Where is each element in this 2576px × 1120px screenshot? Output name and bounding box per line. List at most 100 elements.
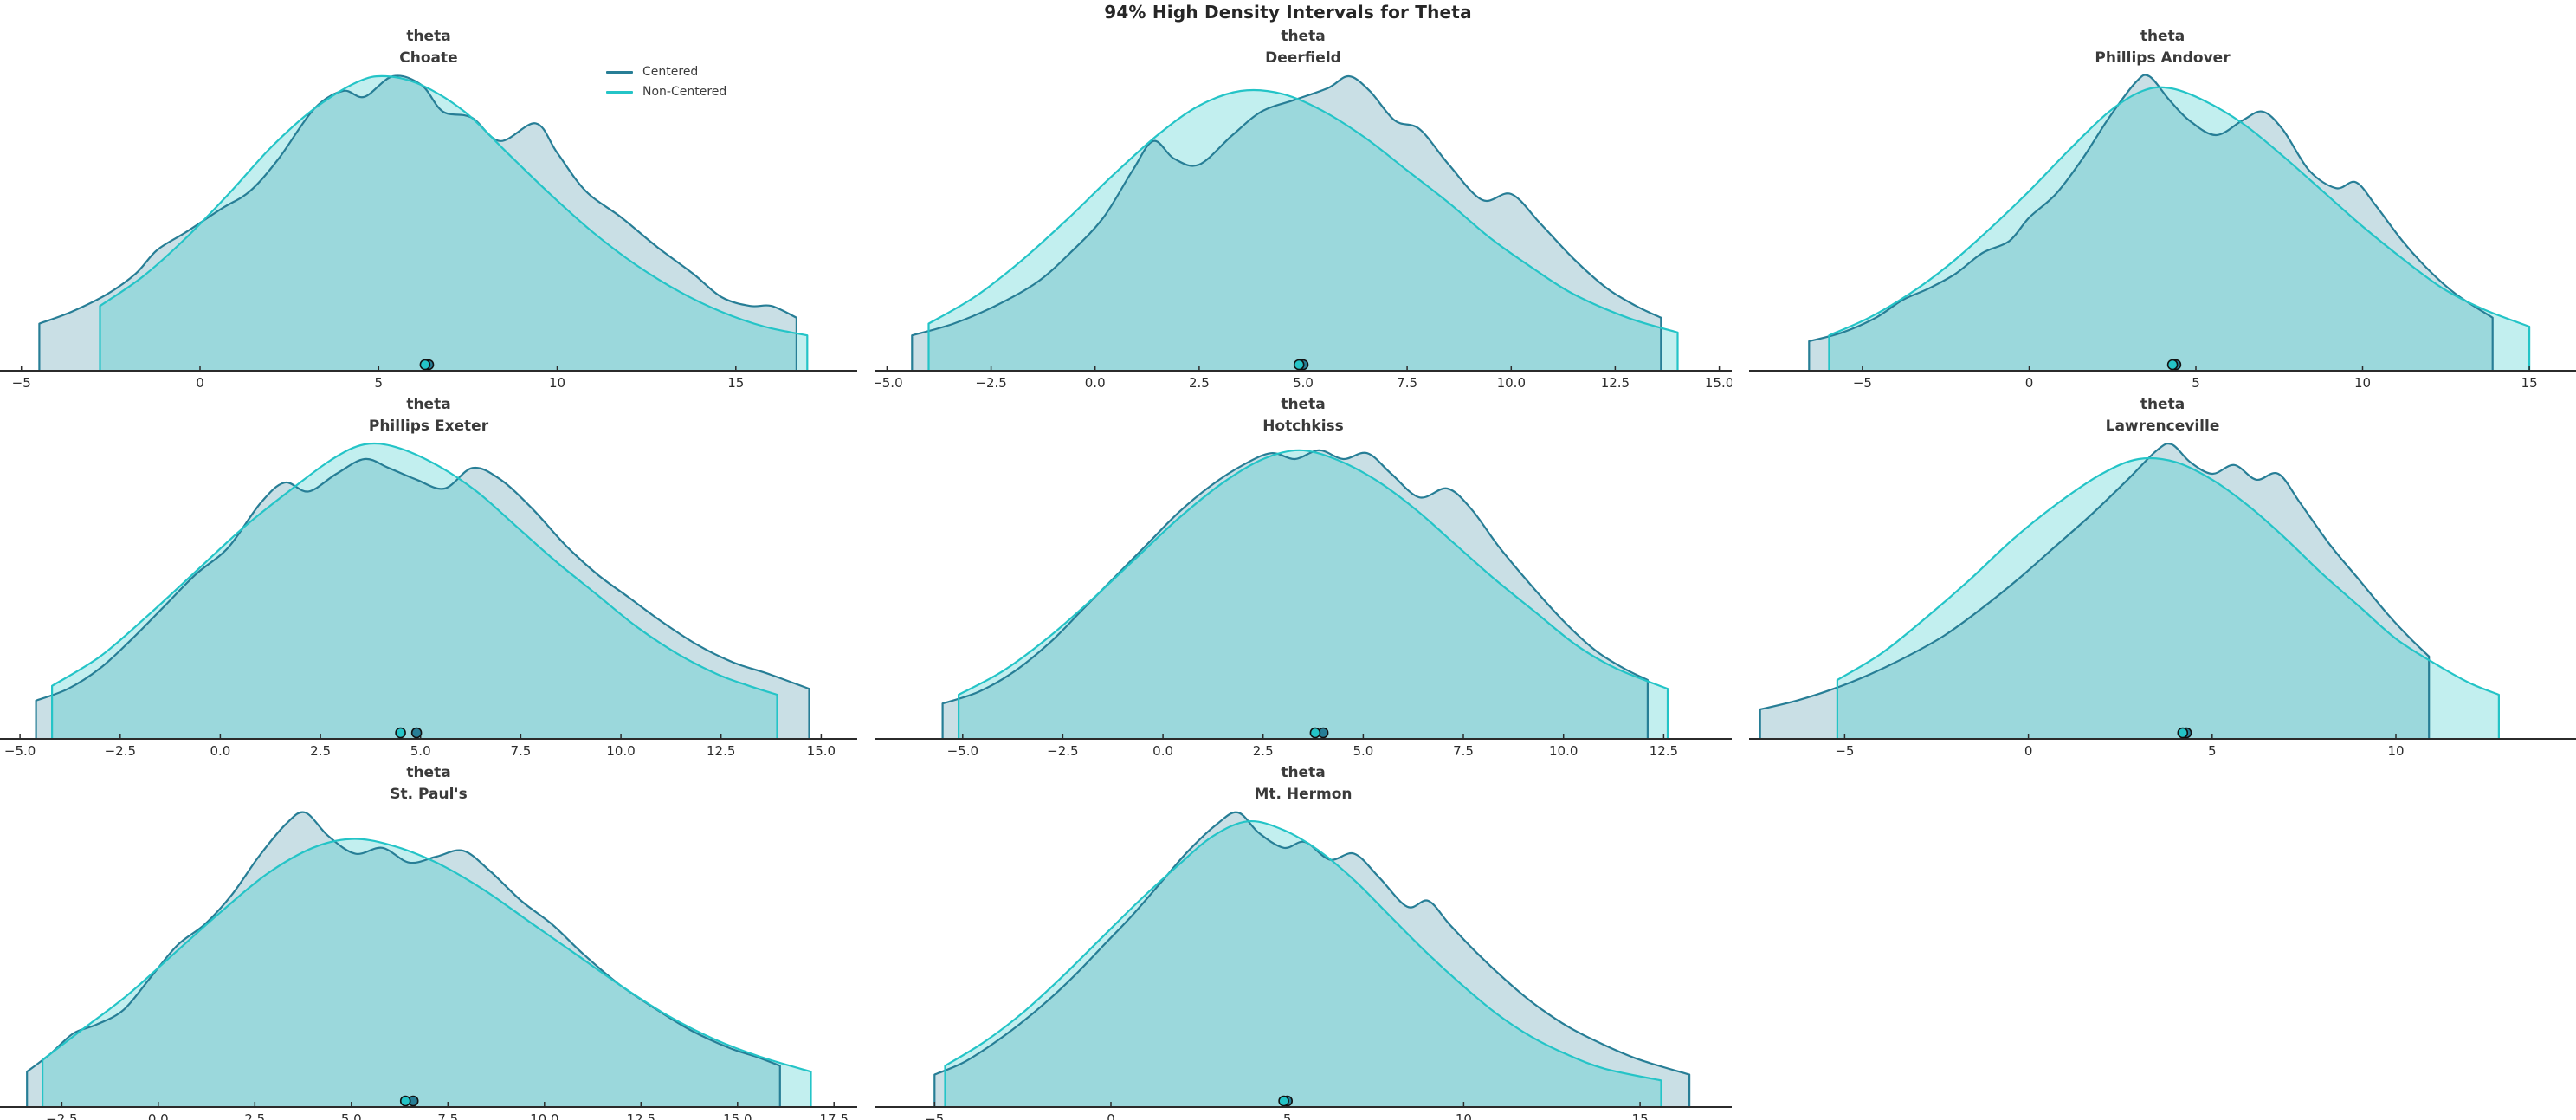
subplot-canvas: −5 0 5 10 15 (0, 74, 857, 391)
subplot-title-school: St. Paul's (390, 785, 468, 803)
subplot-title-var: theta (1281, 396, 1326, 413)
x-axis-tick-label: 15 (2521, 375, 2538, 391)
x-axis-tick-label: −5 (925, 1111, 944, 1120)
x-axis-tick-label: 2.5 (1189, 375, 1210, 391)
density-line-centered (941, 449, 1649, 739)
x-axis-tick-label: −5 (12, 375, 31, 391)
x-axis-tick-label: 12.5 (1650, 743, 1678, 759)
x-axis-tick-label: 0.0 (1152, 743, 1173, 759)
density-line-non-centered (927, 88, 1679, 371)
x-axis-tick-label: −2.5 (46, 1111, 77, 1120)
density-fill-non-centered (945, 821, 1662, 1107)
x-axis-tick-label: 7.5 (1453, 743, 1474, 759)
x-axis-tick-label: 0.0 (210, 743, 230, 759)
subplot-title-school: Deerfield (1265, 49, 1341, 67)
subplot-canvas: −5 0 5 10 (1749, 443, 2576, 759)
density-line-centered (1759, 443, 2431, 739)
x-axis-tick-label: 7.5 (510, 743, 531, 759)
subplot-title-school: Lawrenceville (2105, 417, 2220, 435)
subplot-title-var: theta (2140, 28, 2185, 45)
x-axis-tick-label: 5 (2192, 375, 2200, 391)
x-axis-tick-label: 2.5 (244, 1111, 265, 1120)
density-fill-non-centered (959, 450, 1668, 739)
x-axis-tick-label: 0 (2024, 743, 2033, 759)
point-estimate-non-centered (1293, 359, 1305, 371)
x-axis-tick-label: 5.0 (410, 743, 431, 759)
density-subplot-hotchkiss: theta Hotchkiss −5.0 −2.5 0.0 2.5 5.0 7.5 10.0 12… (875, 394, 1732, 762)
x-axis-tick-label: 10 (2387, 743, 2404, 759)
x-axis-tick-label: −2.5 (975, 375, 1006, 391)
x-axis-tick-label: 10 (2354, 375, 2371, 391)
x-axis-tick-label: 15 (727, 375, 744, 391)
x-axis-tick-label: 12.5 (707, 743, 735, 759)
x-axis-tick-label: 10 (1456, 1111, 1472, 1120)
density-subplot-deerfield: theta Deerfield −5.0 −2.5 0.0 2.5 5.0 7.5 10.0 12… (875, 26, 1732, 394)
density-line-non-centered (944, 819, 1662, 1107)
point-estimate-non-centered (395, 727, 406, 739)
subplot-title-var: theta (406, 396, 451, 413)
density-fill-non-centered (42, 838, 811, 1107)
density-line-non-centered (1836, 456, 2500, 739)
subplot-title: theta Deerfield (875, 26, 1732, 68)
x-axis-tick-label: 15 (1632, 1111, 1649, 1120)
density-line-non-centered (42, 838, 812, 1107)
density-line-non-centered (99, 74, 809, 371)
subplot-canvas: −5 0 5 10 15 (1749, 74, 2576, 391)
subplot-title-var: theta (2140, 396, 2185, 413)
x-axis-tick-label: 0.0 (148, 1111, 169, 1120)
point-estimate-centered (410, 727, 423, 739)
legend-entry-centered: Centered (606, 66, 726, 78)
density-line-non-centered (1828, 86, 2531, 371)
density-subplot-mt-hermon: theta Mt. Hermon −5 0 5 10 15 (875, 762, 1732, 1120)
x-axis-tick-label: 0 (196, 375, 204, 391)
x-axis-tick-label: 12.5 (627, 1111, 655, 1120)
point-estimate-non-centered (1278, 1095, 1289, 1107)
x-axis-tick-label: 10.0 (1497, 375, 1526, 391)
point-estimate-non-centered (1309, 727, 1321, 739)
x-axis-tick-label: 0.0 (1085, 375, 1106, 391)
subplot-title: theta St. Paul's (0, 762, 857, 805)
density-line-non-centered (51, 442, 778, 739)
subplot-title-school: Hotchkiss (1262, 417, 1344, 435)
subplot-title: theta Hotchkiss (875, 394, 1732, 437)
density-line-non-centered (958, 449, 1669, 739)
x-axis-tick-label: 2.5 (310, 743, 331, 759)
subplot-title: theta Mt. Hermon (875, 762, 1732, 805)
density-fill-centered (1809, 74, 2493, 371)
subplot-title-school: Phillips Andover (2095, 49, 2231, 67)
density-line-centered (933, 811, 1691, 1107)
legend-label-non-centered: Non-Centered (642, 85, 727, 99)
x-axis-tick-label: 15.0 (1705, 375, 1732, 391)
x-axis-tick-label: −5.0 (875, 375, 903, 391)
x-axis-tick-label: 10.0 (606, 743, 635, 759)
legend-line-centered-icon (606, 70, 633, 74)
subplot-canvas: −5.0 −2.5 0.0 2.5 5.0 7.5 10.0 12.5 15.0 (0, 442, 857, 759)
x-axis-tick-label: 15.0 (723, 1111, 752, 1120)
density-fill-centered (912, 75, 1662, 371)
x-axis-tick-label: 5 (2208, 743, 2217, 759)
subplot-title: theta Lawrenceville (1749, 394, 2576, 437)
subplot-canvas: −2.5 0.0 2.5 5.0 7.5 10.0 12.5 15.0 17.5 (0, 811, 857, 1120)
point-estimate-non-centered (2166, 359, 2179, 371)
x-axis-tick-label: 2.5 (1253, 743, 1274, 759)
point-estimate-non-centered (419, 359, 431, 371)
density-subplot-lawrenceville: theta Lawrenceville −5 0 5 10 (1749, 394, 2576, 762)
density-fill-non-centered (1829, 87, 2530, 371)
x-axis-tick-label: 0 (1107, 1111, 1115, 1120)
density-line-centered (911, 74, 1662, 371)
subplot-title-school: Choate (399, 49, 458, 67)
x-axis-tick-label: 7.5 (437, 1111, 458, 1120)
subplot-title: theta Phillips Exeter (0, 394, 857, 437)
subplot-title-var: theta (406, 764, 451, 781)
x-axis-tick-label: 5 (375, 375, 384, 391)
density-subplot-phillips-exeter: theta Phillips Exeter −5.0 −2.5 0.0 2.5 5.0 7.5… (0, 394, 857, 762)
legend-line-non-centered-icon (606, 90, 633, 94)
density-subplot-phillips-andover: theta Phillips Andover −5 0 5 10 15 (1749, 26, 2576, 394)
subplot-title-var: theta (406, 28, 451, 45)
subplot-title-var: theta (1281, 28, 1326, 45)
x-axis-tick-label: 12.5 (1601, 375, 1630, 391)
x-axis-tick-label: 5.0 (1293, 375, 1314, 391)
subplot-canvas: −5.0 −2.5 0.0 2.5 5.0 7.5 10.0 12.5 15.0 (875, 74, 1732, 391)
density-fill-centered (942, 450, 1648, 739)
x-axis-tick-label: −2.5 (105, 743, 136, 759)
